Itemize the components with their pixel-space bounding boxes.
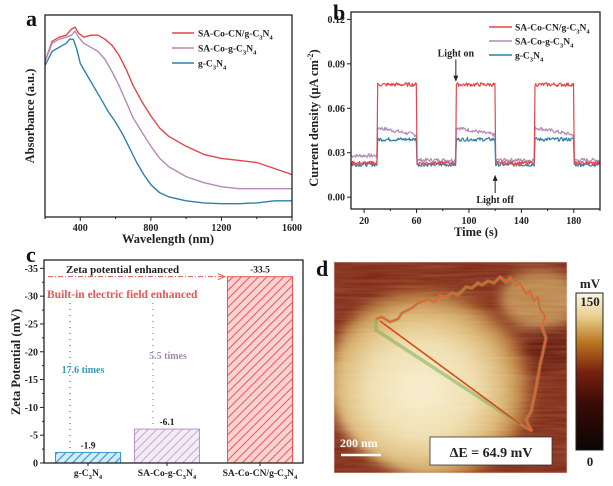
panel-c-bar-value-label: -33.5 xyxy=(250,266,270,276)
panel-b-legend-label: g-C3N4 xyxy=(515,52,544,64)
panel-b-plot-area xyxy=(351,82,600,167)
panel-c-bar-1 xyxy=(55,451,121,464)
panel-c-y-tick-label: -5 xyxy=(30,431,38,442)
colorbar-max-label: 150 xyxy=(580,294,600,309)
panel-b-y-label-end: ) xyxy=(307,49,321,53)
panel-a-x-label: Wavelength (nm) xyxy=(122,232,214,246)
panel-b-y-tick-label: 0.09 xyxy=(328,59,346,70)
panel-c-annotations: Zeta potential enhanced Built-in electric… xyxy=(47,264,227,452)
panel-c-y-tick-label: -10 xyxy=(25,403,38,414)
panel-b-y-tick-label: 0.06 xyxy=(328,104,346,115)
panel-b-legend: SA-Co-CN/g-C3N4 SA-Co-g-C3N4 g-C3N4 xyxy=(489,24,590,64)
light-off-label: Light off xyxy=(476,195,514,206)
zeta-enhanced-label: Zeta potential enhanced xyxy=(66,264,179,276)
colorbar-unit: mV xyxy=(580,276,601,291)
panel-b-x-tick-label: 180 xyxy=(566,216,581,227)
field-enhanced-arrowhead xyxy=(217,273,227,281)
panel-d-letter: d xyxy=(316,256,328,281)
panel-c-bar-3 xyxy=(227,276,293,464)
delta-label-box xyxy=(429,436,553,466)
panel-c-x-tick-label: g-C3N4 xyxy=(74,469,103,481)
panel-a-letter: a xyxy=(26,6,37,31)
ratio1-label: 17.6 times xyxy=(62,365,105,376)
light-on-label: Light on xyxy=(438,48,475,59)
panel-a-x-tick-label: 800 xyxy=(143,223,158,234)
panel-b-x-tick-label: 100 xyxy=(461,216,476,227)
panel-d: d 200 nm ΔE = 64.9 mV mV 150 0 xyxy=(316,256,604,474)
panel-b-y-label: Current density (μA cm-2) xyxy=(306,49,321,186)
panel-b-x-tick-label: 140 xyxy=(514,216,529,227)
panel-c-bar-value-label: -6.1 xyxy=(159,418,174,428)
panel-b-y-label-main: Current density (μA cm xyxy=(307,60,321,187)
panel-c-y-ticks: 0 -5 -10 -15 -20 -25 -30 -35 xyxy=(25,264,44,470)
panel-b-x-ticks: 20 60 100 140 180 xyxy=(359,209,601,227)
panel-a-x-tick-label: 1600 xyxy=(282,223,302,234)
panel-a-x-tick-label: 1200 xyxy=(211,223,231,234)
panel-c-bar-2 xyxy=(134,428,200,464)
panel-a-x-tick-label: 400 xyxy=(73,223,88,234)
panel-c-y-tick-label: -25 xyxy=(25,319,38,330)
panel-b-series-line-1 xyxy=(351,82,600,166)
panel-b-x-label: Time (s) xyxy=(454,225,498,239)
panel-b-series-line-2 xyxy=(351,125,600,163)
panel-c-y-tick-label: -15 xyxy=(25,375,38,386)
panel-a: a 400 800 1200 1600 Wavelength (nm) Absorba… xyxy=(23,6,302,246)
panel-c: c -1.9 -6.1 -33.5 0 -5 -10 -15 -20 -25 -30 -35 g-… xyxy=(9,242,304,481)
panel-c-x-tick-label: SA-Co-CN/g-C3N4 xyxy=(223,469,298,481)
panel-c-axes-frame xyxy=(43,259,304,464)
panel-c-y-tick-label: 0 xyxy=(33,459,38,470)
panel-b-series-line-3 xyxy=(351,136,600,167)
delta-label: ΔE = 64.9 mV xyxy=(450,446,533,461)
colorbar-min-label: 0 xyxy=(587,454,594,469)
panel-b-y-label-sup: -2 xyxy=(306,53,315,60)
panel-b-x-tick-label: 60 xyxy=(412,216,422,227)
ratio2-label: 5.5 times xyxy=(149,351,187,362)
panel-b-legend-label: SA-Co-g-C3N4 xyxy=(515,38,574,50)
panel-a-axes-frame xyxy=(44,14,293,218)
panel-a-legend: SA-Co-CN/g-C3N4 SA-Co-g-C3N4 g-C3N4 xyxy=(172,30,273,72)
field-enhanced-label: Built-in electric field enhanced xyxy=(47,289,198,301)
panel-b-annotations: Light on Light off xyxy=(438,48,515,206)
panel-b-y-tick-label: 0.00 xyxy=(328,193,346,204)
kpfm-line-profile xyxy=(379,320,521,425)
panel-a-x-ticks: 400 800 1200 1600 xyxy=(44,217,302,234)
panel-b: b 20 60 100 140 180 0.00 0.03 0.06 0.09 0.12 Tim… xyxy=(306,0,601,239)
panel-a-y-label: Absorbance (a.u.) xyxy=(23,69,37,164)
panel-a-legend-label: SA-Co-CN/g-C3N4 xyxy=(198,30,273,42)
panel-c-y-tick-label: -20 xyxy=(25,347,38,358)
panel-b-y-tick-label: 0.12 xyxy=(328,15,346,26)
panel-b-legend-label: SA-Co-CN/g-C3N4 xyxy=(515,24,590,36)
kpfm-image: 200 nm ΔE = 64.9 mV xyxy=(334,262,567,473)
panel-b-y-tick-label: 0.03 xyxy=(328,148,346,159)
panel-c-y-tick-label: -35 xyxy=(25,264,38,275)
light-off-arrowhead xyxy=(492,174,498,181)
scale-bar-label: 200 nm xyxy=(340,436,378,450)
kpfm-frame xyxy=(333,261,568,474)
panel-a-plot-area xyxy=(45,26,292,205)
light-on-arrowhead xyxy=(453,75,459,82)
panel-a-series-line-3 xyxy=(45,38,292,205)
panel-c-letter: c xyxy=(26,242,36,267)
panel-c-x-tick-label: SA-Co-g-C3N4 xyxy=(138,469,197,481)
panel-a-legend-label: SA-Co-g-C3N4 xyxy=(198,45,257,57)
panel-b-x-tick-label: 20 xyxy=(359,216,369,227)
kpfm-particle-outline xyxy=(375,275,547,432)
panel-a-series-line-2 xyxy=(45,30,292,190)
panel-c-y-label: Zeta Potential (mV) xyxy=(9,309,23,415)
panel-c-bar-value-label: -1.9 xyxy=(80,441,95,451)
panel-b-axes-frame xyxy=(350,11,601,210)
panel-c-x-labels: g-C3N4 SA-Co-g-C3N4 SA-Co-CN/g-C3N4 xyxy=(74,463,298,481)
panel-c-bars: -1.9 -6.1 -33.5 xyxy=(55,266,293,464)
panel-a-legend-label: g-C3N4 xyxy=(198,60,227,72)
panel-b-y-ticks: 0.00 0.03 0.06 0.09 0.12 xyxy=(328,15,351,204)
panel-c-y-tick-label: -30 xyxy=(25,292,38,303)
panel-a-series-line-1 xyxy=(45,26,292,176)
panel-b-letter: b xyxy=(333,0,345,25)
colorbar xyxy=(575,292,604,451)
